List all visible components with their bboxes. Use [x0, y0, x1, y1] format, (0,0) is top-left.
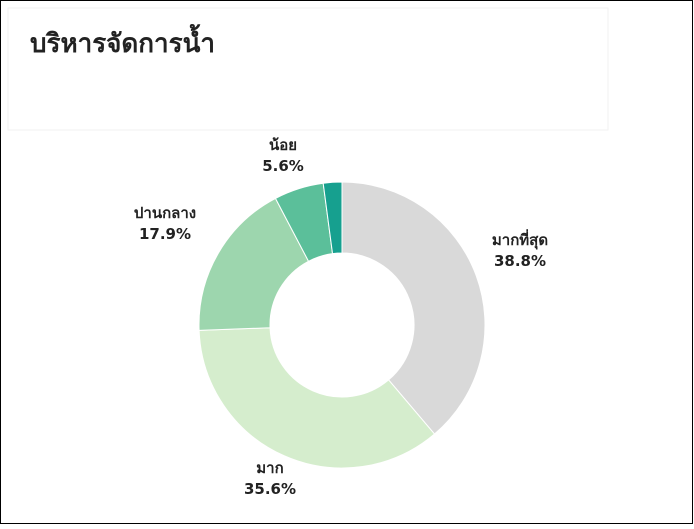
title-card [7, 7, 609, 131]
donut-slice [341, 181, 486, 435]
slice-value-label: 17.9% [139, 225, 191, 243]
donut-slice [322, 181, 343, 255]
slice-category-label: ปานกลาง [134, 204, 196, 222]
slice-category-label: มาก [256, 459, 283, 477]
donut-slice [198, 197, 310, 331]
slice-category-label: น้อย [269, 136, 297, 154]
slice-value-label: 5.6% [262, 157, 304, 175]
chart-title: บริหารจัดการน้ำ [30, 23, 215, 59]
donut-slice [198, 327, 436, 469]
slice-value-label: 38.8% [494, 252, 546, 270]
slice-value-label: 35.6% [244, 480, 296, 498]
slice-category-label: มากที่สุด [492, 229, 548, 250]
